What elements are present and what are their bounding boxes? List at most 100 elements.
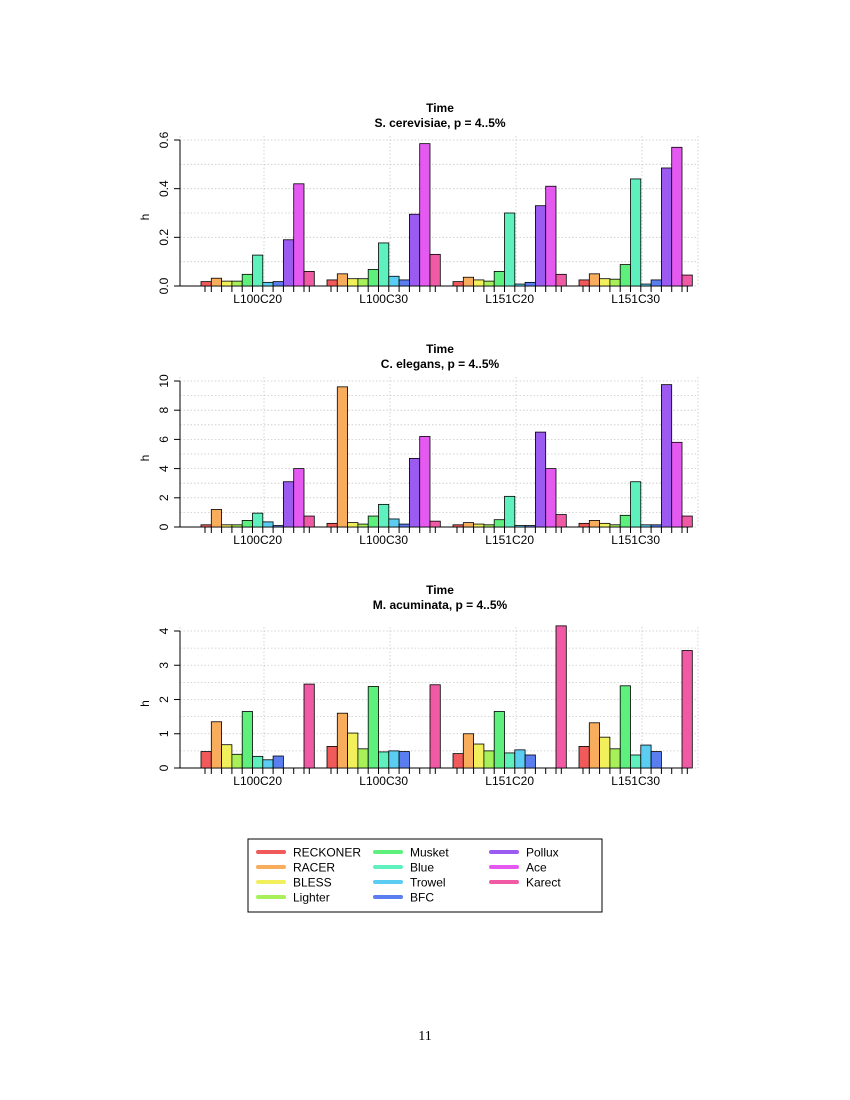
y-tick-label: 2 bbox=[157, 696, 171, 703]
bar-reckoner-l151c20 bbox=[452, 281, 464, 287]
bar-racer-l151c20 bbox=[462, 276, 474, 287]
bar-lighter-l100c20 bbox=[231, 753, 243, 769]
bar-blue-l151c20 bbox=[504, 212, 516, 287]
bar-bless-l151c30 bbox=[599, 736, 611, 769]
bar-trowel-l100c20 bbox=[262, 521, 274, 528]
chart-subtitle: C. elegans, p = 4..5% bbox=[381, 357, 500, 371]
legend-label-lighter: Lighter bbox=[293, 891, 330, 905]
bar-bless-l151c30 bbox=[599, 522, 611, 528]
bar-musket-l151c30 bbox=[619, 685, 631, 769]
bar-musket-l100c30 bbox=[367, 515, 379, 528]
y-tick-label: 8 bbox=[157, 407, 171, 414]
bar-musket-l151c20 bbox=[493, 519, 505, 528]
bar-lighter-l100c30 bbox=[357, 523, 369, 528]
bar-pollux-l100c30 bbox=[408, 213, 421, 287]
bar-pollux-l100c30 bbox=[408, 457, 421, 528]
bar-reckoner-l100c30 bbox=[326, 522, 338, 528]
bar-blue-l151c30 bbox=[630, 178, 642, 287]
bar-lighter-l100c30 bbox=[357, 748, 369, 769]
bar-lighter-l100c30 bbox=[357, 278, 369, 287]
bar-trowel-l151c30 bbox=[640, 744, 652, 769]
bar-trowel-l100c20 bbox=[262, 281, 274, 287]
bar-racer-l151c30 bbox=[588, 722, 600, 769]
bar-blue-l100c30 bbox=[378, 751, 390, 769]
bar-racer-l100c30 bbox=[336, 273, 348, 287]
y-axis-label: h bbox=[138, 214, 152, 221]
y-tick-label: 0.2 bbox=[157, 229, 171, 246]
bar-trowel-l151c30 bbox=[640, 524, 652, 528]
bar-karect-l100c20 bbox=[303, 270, 315, 287]
y-axis-label: h bbox=[138, 700, 152, 707]
bar-reckoner-l151c20 bbox=[452, 753, 464, 769]
bar-karect-l151c30 bbox=[681, 650, 693, 769]
bar-racer-l100c20 bbox=[210, 721, 223, 769]
legend-label-trowel: Trowel bbox=[410, 876, 446, 890]
y-tick-label: 4 bbox=[157, 465, 171, 472]
bar-blue-l151c20 bbox=[504, 495, 516, 528]
bar-ace-l100c20 bbox=[293, 468, 305, 528]
x-tick-label: L100C30 bbox=[359, 774, 408, 788]
bar-trowel-l151c20 bbox=[514, 283, 526, 287]
bar-bless-l151c20 bbox=[473, 523, 485, 528]
y-tick-label: 0 bbox=[157, 764, 171, 771]
bar-ace-l151c20 bbox=[545, 468, 557, 528]
bar-blue-l100c20 bbox=[252, 254, 264, 287]
bar-pollux-l151c30 bbox=[661, 384, 673, 528]
chart-title: Time bbox=[426, 342, 454, 356]
bar-karect-l151c20 bbox=[555, 625, 567, 769]
bar-karect-l151c30 bbox=[681, 274, 693, 287]
bar-racer-l151c20 bbox=[462, 733, 474, 769]
bar-karect-l151c20 bbox=[555, 273, 567, 287]
bar-reckoner-l100c30 bbox=[326, 279, 338, 287]
bar-reckoner-l100c30 bbox=[326, 746, 338, 769]
bar-pollux-l151c30 bbox=[661, 167, 673, 287]
bar-ace-l100c30 bbox=[419, 436, 431, 528]
y-axis-label: h bbox=[138, 455, 152, 462]
bar-racer-l151c30 bbox=[588, 520, 600, 528]
bar-racer-l100c30 bbox=[336, 386, 348, 528]
bar-ace-l151c30 bbox=[671, 146, 683, 287]
bar-karect-l100c20 bbox=[303, 515, 315, 528]
bar-lighter-l151c20 bbox=[483, 524, 495, 528]
bar-reckoner-l100c20 bbox=[200, 751, 212, 769]
bar-ace-l100c30 bbox=[419, 143, 431, 287]
y-tick-label: 0.6 bbox=[157, 131, 171, 148]
bar-musket-l100c20 bbox=[241, 711, 253, 769]
y-tick-label: 2 bbox=[157, 494, 171, 501]
bar-musket-l151c30 bbox=[619, 514, 631, 528]
bar-blue-l100c20 bbox=[252, 512, 264, 528]
bar-ace-l151c30 bbox=[671, 441, 683, 528]
bar-bfc-l100c30 bbox=[398, 751, 410, 769]
bar-trowel-l151c20 bbox=[514, 525, 526, 528]
bar-ace-l151c20 bbox=[545, 185, 557, 287]
bar-pollux-l100c20 bbox=[282, 481, 295, 528]
legend-label-blue: Blue bbox=[410, 861, 434, 875]
bar-bfc-l100c20 bbox=[272, 755, 284, 769]
x-tick-label: L151C20 bbox=[485, 774, 534, 788]
bar-racer-l100c30 bbox=[336, 712, 348, 769]
chart-title: Time bbox=[426, 583, 454, 597]
bar-lighter-l151c20 bbox=[483, 750, 495, 769]
bar-bfc-l100c20 bbox=[272, 525, 284, 528]
bar-karect-l151c20 bbox=[555, 514, 567, 528]
bar-bfc-l151c30 bbox=[650, 279, 662, 287]
y-tick-label: 10 bbox=[157, 374, 171, 388]
x-tick-label: L100C20 bbox=[233, 533, 282, 547]
bar-reckoner-l151c30 bbox=[578, 522, 590, 528]
bar-racer-l100c20 bbox=[210, 277, 223, 287]
y-tick-label: 0 bbox=[157, 523, 171, 530]
bar-reckoner-l151c30 bbox=[578, 279, 590, 287]
bar-bfc-l100c20 bbox=[272, 281, 284, 287]
bar-lighter-l151c30 bbox=[609, 278, 621, 287]
page-number: 11 bbox=[418, 1029, 432, 1044]
y-tick-label: 0.0 bbox=[157, 277, 171, 294]
bar-blue-l151c30 bbox=[630, 481, 642, 528]
bar-racer-l151c30 bbox=[588, 273, 600, 287]
bar-bless-l151c20 bbox=[473, 743, 485, 769]
y-tick-label: 3 bbox=[157, 662, 171, 669]
bar-reckoner-l100c20 bbox=[200, 281, 212, 287]
bar-lighter-l151c30 bbox=[609, 524, 621, 528]
